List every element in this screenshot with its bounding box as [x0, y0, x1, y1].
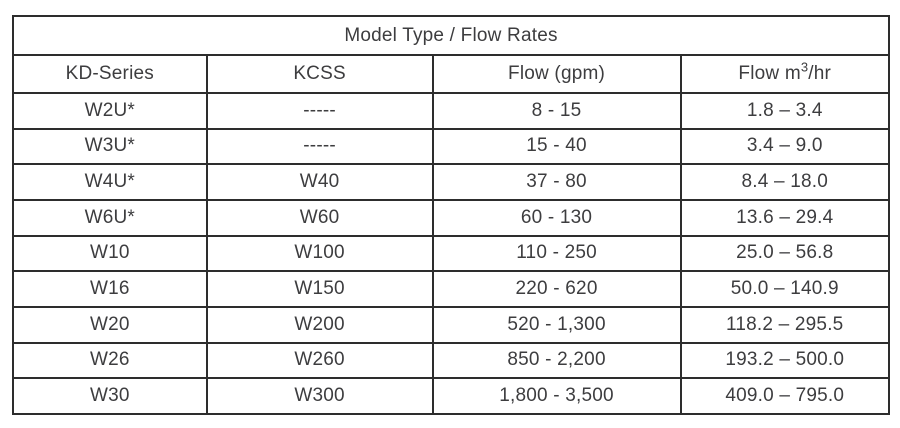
table-cell: W60	[205, 198, 434, 237]
table-cell: 8.4 – 18.0	[679, 163, 890, 201]
col-header-flow-m3hr: Flow m3/hr	[679, 54, 890, 94]
table-cell: 60 - 130	[431, 198, 682, 237]
table-cell: W30	[12, 377, 208, 415]
flow-m3hr-prefix: Flow m	[738, 63, 801, 84]
table-cell: W3U*	[12, 127, 208, 166]
table-row: W16 W150 220 - 620 50.0 – 140.9	[12, 270, 890, 308]
table-cell: -----	[205, 92, 434, 130]
table-row: W26 W260 850 - 2,200 193.2 – 500.0	[12, 341, 890, 380]
table-header-row: KD-Series KCSS Flow (gpm) Flow m3/hr	[12, 54, 890, 94]
table-cell: 193.2 – 500.0	[679, 341, 890, 380]
table-row: W20 W200 520 - 1,300 118.2 – 295.5	[12, 305, 890, 344]
table-cell: W10	[12, 234, 208, 273]
table-cell: W300	[205, 377, 434, 415]
table-row: W4U* W40 37 - 80 8.4 – 18.0	[12, 163, 890, 201]
table-row: W10 W100 110 - 250 25.0 – 56.8	[12, 234, 890, 273]
table-cell: 520 - 1,300	[431, 305, 682, 344]
table-cell: 13.6 – 29.4	[679, 198, 890, 237]
table-row: W3U* ----- 15 - 40 3.4 – 9.0	[12, 127, 890, 166]
table-cell: W16	[12, 270, 208, 308]
table-cell: 3.4 – 9.0	[679, 127, 890, 166]
table-cell: W150	[205, 270, 434, 308]
flow-m3hr-suffix: /hr	[808, 63, 832, 84]
table-cell: W2U*	[12, 92, 208, 130]
table-cell: 8 - 15	[431, 92, 682, 130]
table-cell: 15 - 40	[431, 127, 682, 166]
table-title: Model Type / Flow Rates	[12, 15, 890, 56]
col-header-kd-series: KD-Series	[12, 54, 208, 94]
table-row: W6U* W60 60 - 130 13.6 – 29.4	[12, 198, 890, 237]
table-cell: W40	[205, 163, 434, 201]
flow-rates-table: Model Type / Flow Rates KD-Series KCSS F…	[12, 15, 890, 415]
table-cell: 220 - 620	[431, 270, 682, 308]
table-cell: 50.0 – 140.9	[679, 270, 890, 308]
table-cell: 409.0 – 795.0	[679, 377, 890, 415]
table-cell: W20	[12, 305, 208, 344]
table-cell: 37 - 80	[431, 163, 682, 201]
table-cell: W200	[205, 305, 434, 344]
table-cell: 25.0 – 56.8	[679, 234, 890, 273]
table-row: W30 W300 1,800 - 3,500 409.0 – 795.0	[12, 377, 890, 415]
table-row: W2U* ----- 8 - 15 1.8 – 3.4	[12, 92, 890, 130]
col-header-kcss: KCSS	[205, 54, 434, 94]
table-cell: W6U*	[12, 198, 208, 237]
table-title-row: Model Type / Flow Rates	[12, 15, 890, 56]
table-cell: 1,800 - 3,500	[431, 377, 682, 415]
table-cell: -----	[205, 127, 434, 166]
flow-m3hr-superscript: 3	[800, 59, 809, 75]
table-body: W2U* ----- 8 - 15 1.8 – 3.4 W3U* ----- 15 - 40…	[12, 92, 890, 415]
table-cell: 850 - 2,200	[431, 341, 682, 380]
table-cell: 110 - 250	[431, 234, 682, 273]
table-cell: W26	[12, 341, 208, 380]
table-cell: W100	[205, 234, 434, 273]
table-cell: W4U*	[12, 163, 208, 201]
table-cell: 1.8 – 3.4	[679, 92, 890, 130]
table-cell: W260	[205, 341, 434, 380]
table-cell: 118.2 – 295.5	[679, 305, 890, 344]
col-header-flow-gpm: Flow (gpm)	[431, 54, 682, 94]
